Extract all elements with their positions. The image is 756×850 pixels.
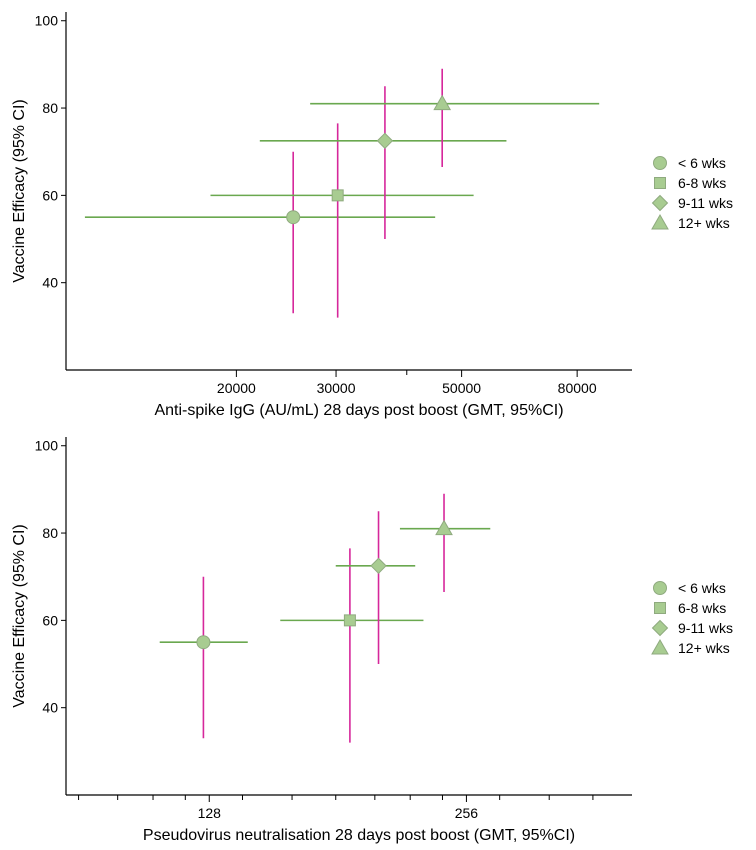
- legend-key-triangle: [651, 213, 669, 230]
- data-point-square: [331, 189, 344, 202]
- legend-key-circle: [653, 156, 667, 170]
- legend-entry-label: 12+ wks: [678, 640, 730, 656]
- data-point-triangle: [435, 519, 453, 536]
- x-axis-label: Pseudovirus neutralisation 28 days post …: [143, 827, 575, 844]
- y-axis-label: Vaccine Efficacy (95% CI): [11, 524, 28, 707]
- y-tick-label: 40: [42, 700, 58, 716]
- legend-entry-label: 9-11 wks: [678, 620, 733, 636]
- x-tick-label: 256: [455, 805, 479, 821]
- x-tick-label: 80000: [558, 380, 597, 396]
- legend-entry-label: 6-8 wks: [678, 600, 726, 616]
- legend-entry-label: < 6 wks: [678, 155, 726, 171]
- legend-entry-label: < 6 wks: [678, 580, 726, 596]
- legend-entry-label: 9-11 wks: [678, 195, 733, 211]
- data-point-diamond: [376, 132, 394, 149]
- y-tick-label: 100: [35, 13, 59, 29]
- chart-panel-pseudovirus-neutralisation: 40 60 80 100 128 256 Pseudovirus neutralisatio…: [11, 437, 733, 844]
- data-point-square: [343, 614, 356, 627]
- data-point-circle: [286, 210, 301, 225]
- legend-key-square: [654, 602, 666, 614]
- x-tick-label: 128: [198, 805, 222, 821]
- data-point-circle: [196, 635, 211, 650]
- x-tick-label: 20000: [217, 380, 256, 396]
- x-tick-label: 30000: [317, 380, 356, 396]
- legend-key-diamond: [651, 194, 669, 212]
- data-point-triangle: [433, 94, 452, 111]
- x-axis-label: Anti-spike IgG (AU/mL) 28 days post boos…: [154, 402, 563, 419]
- legend: < 6 wks 6-8 wks 9-11 wks 12+ wks: [651, 155, 733, 231]
- legend-key-square: [654, 177, 666, 189]
- legend-key-circle: [653, 581, 667, 595]
- y-tick-label: 60: [42, 187, 58, 203]
- legend-key-diamond: [651, 619, 669, 637]
- y-tick-label: 60: [42, 612, 58, 628]
- y-tick-label: 40: [42, 275, 58, 291]
- y-tick-label: 80: [42, 525, 58, 541]
- y-tick-label: 100: [35, 438, 59, 454]
- y-tick-label: 80: [42, 100, 58, 116]
- legend-key-triangle: [651, 638, 669, 655]
- y-axis-label: Vaccine Efficacy (95% CI): [11, 99, 28, 282]
- legend: < 6 wks 6-8 wks 9-11 wks 12+ wks: [651, 580, 733, 656]
- legend-entry-label: 12+ wks: [678, 215, 730, 231]
- x-tick-label: 50000: [442, 380, 481, 396]
- legend-entry-label: 6-8 wks: [678, 175, 726, 191]
- chart-panel-anti-spike-igg: 40 60 80 100 20000 30000 50000 80000 Anti-spike …: [11, 12, 733, 419]
- data-point-diamond: [370, 557, 387, 574]
